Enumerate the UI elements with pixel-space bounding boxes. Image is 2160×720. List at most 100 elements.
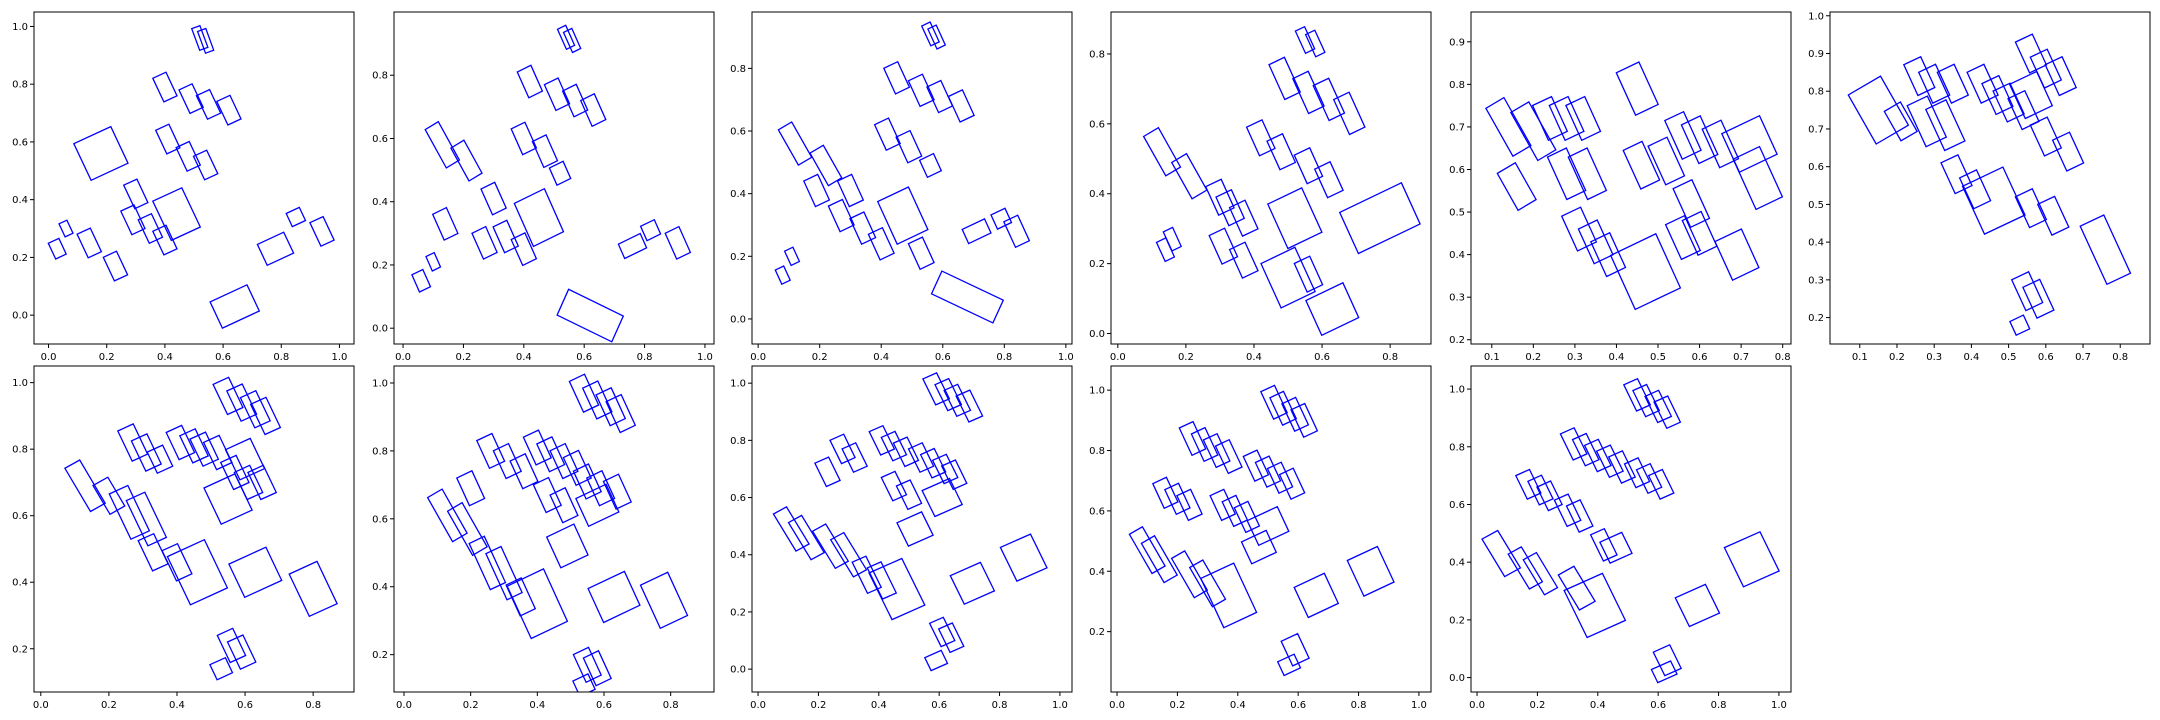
rectangle-17 [513,187,565,248]
y-tick-label: 0.8 [1449,80,1465,91]
rectangle-11 [548,160,572,187]
rectangle-7 [1496,161,1537,212]
x-tick-label: 0.6 [596,700,612,711]
y-tick-label: 0.6 [1089,119,1105,130]
y-tick-label: 0.5 [1449,208,1465,219]
rectangle-10 [531,134,559,169]
y-tick-label: 0.4 [1089,567,1105,578]
rectangle-22 [1522,551,1559,596]
rectangle-16 [1732,145,1784,211]
rectangle-14 [605,393,637,434]
x-tick-label: 0.1 [1484,352,1500,363]
rectangle-23 [1557,565,1597,611]
rectangle-7 [777,121,813,166]
y-tick-label: 0.3 [1449,293,1465,304]
y-tick-label: 0.2 [12,253,28,264]
rectangle-9 [175,140,202,173]
y-tick-label: 0.8 [1089,49,1105,60]
rectangle-12 [480,181,508,216]
rectangle-2 [1883,101,1918,142]
x-tick-label: 0.4 [1609,352,1625,363]
rectangle-17 [876,186,929,246]
rectangle-26 [216,627,247,664]
x-tick-label: 0.8 [305,700,321,711]
rectangle-22 [829,531,868,578]
y-tick-label: 0.7 [1449,122,1465,133]
rectangle-23 [1293,255,1324,293]
y-tick-label: 0.6 [12,511,28,522]
rectangle-4 [1917,63,1951,104]
y-tick-label: 0.4 [12,578,28,589]
rectangle-13 [431,206,459,241]
rectangle-8 [1546,147,1587,201]
rectangle-11 [568,373,600,413]
rectangle-3 [116,423,149,462]
rectangle-1 [190,24,209,52]
rectangles [1847,33,2132,337]
rectangle-3 [455,469,486,507]
rectangle-8 [809,144,843,187]
x-tick-label: 1.0 [1052,700,1068,711]
rectangles [426,373,689,692]
rectangle-19 [1162,226,1183,252]
rectangle-19 [1599,531,1633,564]
rectangle-7 [814,456,841,488]
rectangle-14 [471,225,498,260]
rectangle-27 [1346,545,1395,597]
rectangle-26 [2009,314,2031,337]
rectangle-15 [1228,199,1259,237]
rectangle-22 [309,215,335,248]
rectangle-9 [873,117,902,152]
axes-frame [33,11,355,345]
y-tick-label: 0.2 [730,607,746,618]
rectangles [1481,377,1780,684]
rectangle-18 [1589,527,1618,562]
y-tick-label: 0.6 [1089,506,1105,517]
y-tick-label: 0.8 [12,80,28,91]
subplot-8: 0.0 0.2 0.4 0.6 0.8 0.2 0.4 0.6 0.8 1.0 [372,365,715,711]
rectangle-13 [249,396,282,436]
rectangle-13 [1680,115,1719,165]
rectangle-22 [664,225,692,260]
x-tick-label: 0.4 [871,700,887,711]
rectangle-4 [1291,70,1325,115]
rectangle-14 [1266,461,1294,495]
rectangle-15 [1278,467,1306,501]
y-tick-label: 0.0 [1089,329,1105,340]
subplot-9: 0.0 0.2 0.4 0.6 0.8 1.0 0.0 0.2 0.4 0.6 0.8 1.0 [730,365,1073,711]
rectangle-6 [1571,432,1600,467]
rectangle-3 [1531,95,1569,142]
rectangle-3 [882,60,911,95]
y-tick-label: 0.2 [372,650,388,661]
rectangle-13 [595,386,627,427]
y-tick-label: 0.9 [1808,49,1824,60]
x-tick-label: 0.6 [931,700,947,711]
rectangle-5 [1178,420,1207,457]
rectangle-26 [587,570,641,624]
axes-frame [393,365,715,693]
rectangle-23 [1170,550,1209,599]
rectangle-6 [1615,61,1660,117]
x-tick-label: 0.2 [812,352,828,363]
rectangle-14 [1635,462,1663,495]
rectangle-7 [72,125,129,182]
rectangle-2 [196,27,215,55]
rectangle-6 [215,94,242,126]
rectangle-17 [1565,499,1594,533]
rectangle-6 [579,92,607,128]
rectangles [1485,61,1784,311]
rectangle-8 [1966,63,1999,104]
rectangle-11 [1647,136,1686,186]
rectangle-23 [209,283,261,329]
x-tick-label: 1.0 [1411,700,1427,711]
y-tick-label: 0.4 [730,550,746,561]
rectangle-12 [1313,160,1344,199]
rectangle-18 [575,483,620,528]
x-tick-label: 0.6 [2038,352,2054,363]
rectangle-8 [1170,152,1208,200]
x-tick-label: 0.4 [1230,700,1246,711]
rectangle-2 [1632,383,1661,418]
x-tick-label: 0.2 [1525,352,1541,363]
rectangle-20 [256,231,295,267]
y-tick-label: 0.0 [730,314,746,325]
